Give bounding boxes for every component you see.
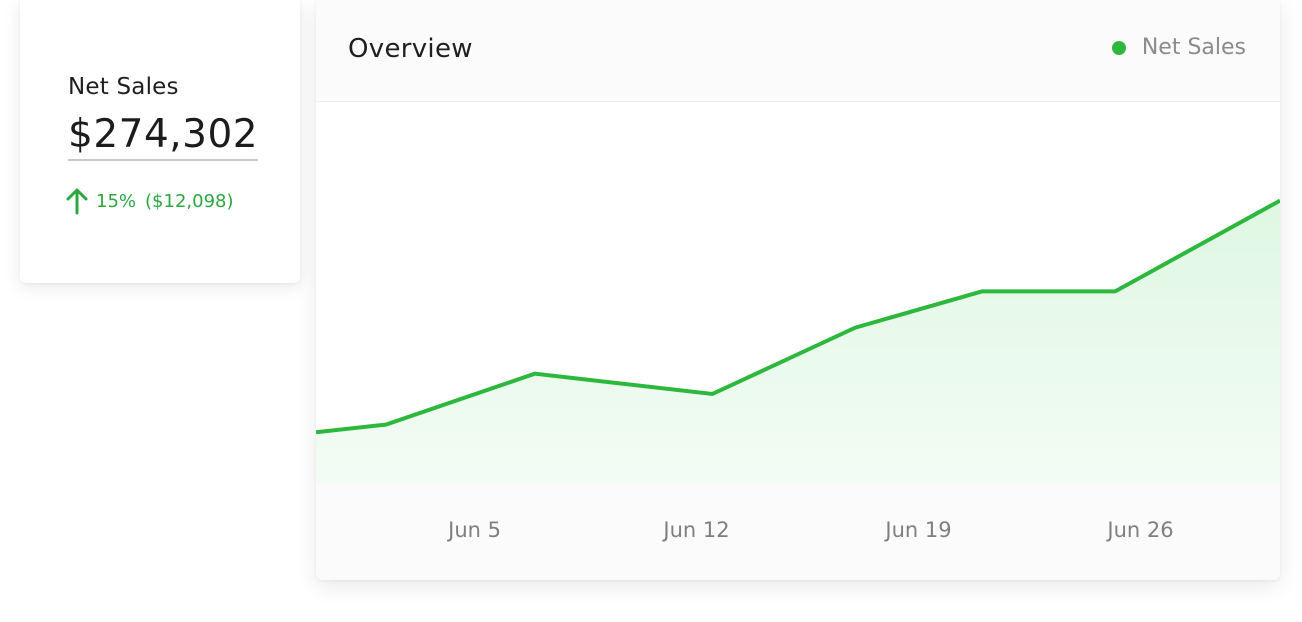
data-point-5[interactable] <box>977 286 987 296</box>
x-tick-label: Jun 19 <box>883 518 951 542</box>
chart-legend[interactable]: Net Sales <box>1111 35 1246 60</box>
kpi-delta-percent: 15% <box>96 190 137 212</box>
chart-header: Overview Net Sales <box>316 0 1280 102</box>
overview-chart-card: Jun 5 Jun 12 Jun 19 Jun 26 Overview Net Sal… <box>316 0 1280 580</box>
kpi-delta: 15% ($12,098) <box>66 187 234 215</box>
net-sales-area-fill <box>316 200 1280 484</box>
data-point-2[interactable] <box>530 369 540 379</box>
data-point-1[interactable] <box>381 420 391 430</box>
legend-dot <box>1111 40 1126 55</box>
kpi-value: $274,302 <box>68 112 259 161</box>
data-point-4[interactable] <box>850 323 860 333</box>
chart-title: Overview <box>348 34 473 64</box>
net-sales-line <box>316 198 1280 435</box>
arrow-up-icon <box>66 188 88 215</box>
kpi-delta-amount: ($12,098) <box>145 190 234 212</box>
data-point-6[interactable] <box>1110 286 1120 296</box>
x-tick-label: Jun 5 <box>446 518 501 542</box>
x-tick-label: Jun 26 <box>1105 518 1173 542</box>
legend-label: Net Sales <box>1141 35 1246 60</box>
data-point-3[interactable] <box>707 389 717 399</box>
net-sales-area-chart: Jun 5 Jun 12 Jun 19 Jun 26 <box>316 101 1280 542</box>
net-sales-kpi-card: Net Sales $274,302 15% ($12,098) <box>20 0 300 283</box>
x-tick-label: Jun 12 <box>661 518 729 542</box>
kpi-label: Net Sales <box>68 74 179 100</box>
